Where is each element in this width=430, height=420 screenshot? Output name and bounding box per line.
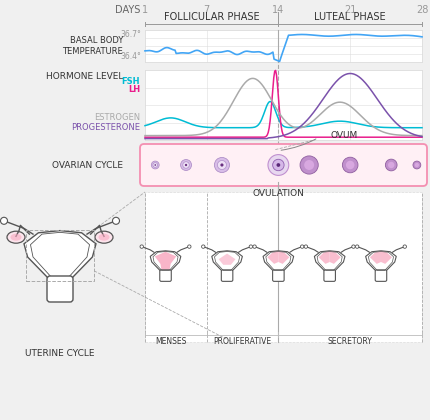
Text: 28: 28 [416, 5, 428, 15]
Text: LH: LH [128, 86, 140, 94]
FancyBboxPatch shape [324, 270, 335, 281]
Bar [145, 30, 422, 62]
Bar [145, 70, 422, 140]
Circle shape [220, 163, 224, 167]
Circle shape [403, 245, 406, 248]
Polygon shape [381, 251, 392, 264]
Text: PROGESTERONE: PROGESTERONE [71, 123, 140, 131]
Circle shape [301, 245, 304, 248]
FancyBboxPatch shape [47, 276, 73, 302]
Ellipse shape [98, 234, 110, 241]
Circle shape [185, 164, 187, 166]
Circle shape [113, 217, 120, 224]
Circle shape [0, 217, 7, 224]
Text: UTERINE CYCLE: UTERINE CYCLE [25, 349, 95, 359]
FancyBboxPatch shape [273, 270, 284, 281]
Polygon shape [219, 254, 236, 265]
Text: 14: 14 [272, 5, 285, 15]
Text: PROLIFERATIVE: PROLIFERATIVE [213, 338, 271, 346]
Text: 36.7°: 36.7° [120, 30, 141, 39]
Text: OVULATION: OVULATION [252, 189, 304, 199]
Circle shape [154, 164, 156, 166]
Text: 1: 1 [142, 5, 148, 15]
Circle shape [187, 245, 191, 248]
Circle shape [388, 162, 394, 168]
Text: MENSES: MENSES [155, 338, 186, 346]
Polygon shape [212, 251, 243, 271]
Text: SECRETORY: SECRETORY [328, 338, 373, 346]
Text: 7: 7 [203, 5, 210, 15]
FancyBboxPatch shape [221, 270, 233, 281]
Circle shape [276, 163, 280, 167]
Text: OVARIAN CYCLE: OVARIAN CYCLE [52, 160, 123, 170]
Circle shape [153, 163, 158, 167]
Circle shape [352, 245, 355, 248]
Polygon shape [278, 251, 289, 264]
Text: HORMONE LEVEL: HORMONE LEVEL [46, 72, 123, 81]
Circle shape [183, 162, 189, 168]
Text: FOLLICULAR PHASE: FOLLICULAR PHASE [164, 12, 259, 22]
Text: DAYS: DAYS [115, 5, 140, 15]
Bar [145, 192, 422, 342]
Text: BASAL BODY
TEMPERATURE: BASAL BODY TEMPERATURE [62, 36, 123, 56]
Ellipse shape [7, 231, 25, 243]
Circle shape [273, 159, 284, 171]
Polygon shape [366, 251, 396, 271]
Circle shape [356, 245, 359, 248]
Circle shape [304, 245, 307, 248]
Circle shape [218, 160, 227, 170]
Circle shape [413, 161, 421, 169]
Circle shape [181, 160, 191, 171]
FancyBboxPatch shape [375, 270, 387, 281]
Circle shape [249, 245, 252, 248]
Circle shape [140, 245, 144, 248]
Polygon shape [155, 252, 176, 274]
Polygon shape [319, 251, 330, 264]
Polygon shape [330, 251, 341, 264]
Polygon shape [314, 251, 345, 271]
Ellipse shape [95, 231, 113, 243]
Circle shape [202, 245, 205, 248]
Circle shape [215, 158, 230, 173]
Circle shape [151, 161, 159, 169]
Polygon shape [263, 251, 294, 271]
Polygon shape [150, 251, 181, 271]
FancyBboxPatch shape [160, 270, 171, 281]
Circle shape [415, 163, 419, 167]
Text: 36.4°: 36.4° [120, 52, 141, 61]
Circle shape [346, 161, 354, 169]
Circle shape [300, 156, 318, 174]
Text: OVUM: OVUM [330, 131, 358, 140]
Text: ESTROGEN: ESTROGEN [94, 113, 140, 123]
FancyBboxPatch shape [140, 144, 427, 186]
Circle shape [304, 160, 314, 170]
Circle shape [253, 245, 256, 248]
Ellipse shape [10, 234, 22, 241]
Polygon shape [24, 231, 96, 279]
Circle shape [268, 155, 289, 176]
Bar [163, 275, 169, 280]
Circle shape [342, 157, 358, 173]
Polygon shape [370, 251, 381, 264]
Text: FSH: FSH [122, 78, 140, 87]
Circle shape [385, 159, 397, 171]
Text: LUTEAL PHASE: LUTEAL PHASE [314, 12, 386, 22]
Polygon shape [267, 251, 278, 264]
Bar [26, 230, 94, 281]
Text: 21: 21 [344, 5, 356, 15]
